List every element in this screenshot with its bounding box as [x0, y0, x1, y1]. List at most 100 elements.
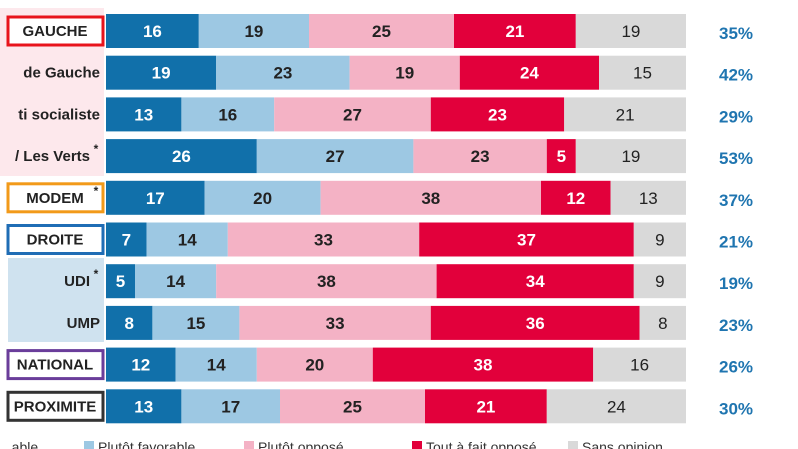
bar-value-label: 17 — [221, 397, 240, 416]
bar-value-label: 38 — [421, 189, 440, 208]
bar-value-label: 24 — [607, 397, 626, 416]
category-box-9 — [6, 390, 105, 422]
bar-value-label: 19 — [621, 147, 640, 166]
bar-segment — [419, 222, 634, 257]
asterisk-mark: * — [94, 267, 99, 281]
category-label: de Gauche — [23, 65, 100, 82]
legend-swatch — [568, 441, 578, 449]
category-label: NATIONAL — [17, 357, 93, 374]
bar-segment — [204, 180, 321, 215]
bar-segment — [459, 55, 599, 90]
legend-label: Tout à fait opposé — [426, 439, 537, 449]
bar-value-label: 16 — [143, 22, 162, 41]
bar-segment — [372, 347, 594, 382]
bar-value-label: 14 — [207, 356, 226, 375]
bar-value-label: 19 — [244, 22, 263, 41]
bar-segment — [320, 180, 541, 215]
legend-label: Sans opinion — [582, 439, 663, 449]
bar-value-label: 21 — [476, 397, 495, 416]
bar-segment — [256, 347, 373, 382]
row-total-percent: 37% — [719, 191, 753, 210]
bar-segment — [454, 14, 576, 48]
asterisk-mark: * — [94, 184, 99, 198]
legend-swatch — [412, 441, 422, 449]
bar-segment — [599, 55, 686, 90]
row-total-percent: 21% — [719, 233, 753, 252]
bar-value-label: 33 — [326, 314, 345, 333]
bar-value-label: 12 — [131, 356, 150, 375]
bar-segment — [546, 139, 576, 174]
bar-value-label: 14 — [178, 231, 197, 250]
bar-value-label: 36 — [526, 314, 545, 333]
row-total-percent: 53% — [719, 149, 753, 168]
bar-segment — [175, 347, 257, 382]
row-total-percent: 23% — [719, 316, 753, 335]
bar-value-label: 19 — [152, 64, 171, 83]
bar-value-label: 38 — [474, 356, 493, 375]
bar-segment — [216, 55, 350, 90]
category-label: ti socialiste — [18, 106, 100, 123]
bar-value-label: 23 — [273, 64, 292, 83]
bar-value-label: 25 — [372, 22, 391, 41]
category-label: MODEM — [26, 190, 84, 207]
bar-value-label: 19 — [395, 64, 414, 83]
category-box-0 — [6, 15, 105, 47]
bar-value-label: 20 — [305, 356, 324, 375]
bar-segment — [198, 14, 309, 48]
bar-value-label: 15 — [633, 64, 652, 83]
bar-value-label: 13 — [639, 189, 658, 208]
bar-segment — [349, 55, 460, 90]
bar-segment — [146, 222, 228, 257]
bar-value-label: 23 — [471, 147, 490, 166]
bar-value-label: 26 — [172, 147, 191, 166]
bar-value-label: 33 — [314, 231, 333, 250]
bar-segment — [425, 389, 547, 424]
bar-segment — [181, 389, 280, 424]
bar-value-label: 9 — [655, 231, 664, 250]
legend-label: Plutôt favorable — [98, 439, 195, 449]
bar-segment — [413, 139, 547, 174]
category-label: / Les Verts — [15, 148, 90, 165]
bar-segment — [106, 264, 135, 299]
chart-rows: GAUCHE 16 19 25 21 19 35% de Gauche 19 23 19 24 15 42… — [6, 14, 753, 424]
bar-segment — [106, 305, 153, 340]
bar-value-label: 27 — [326, 147, 345, 166]
bar-value-label: 5 — [557, 147, 566, 166]
legend-swatch — [84, 441, 94, 449]
bar-value-label: 15 — [186, 314, 205, 333]
row-total-percent: 35% — [719, 24, 753, 43]
bar-segment — [227, 222, 420, 257]
bar-value-label: 21 — [505, 22, 524, 41]
bar-segment — [430, 305, 640, 340]
category-label: DROITE — [27, 232, 84, 249]
bar-value-label: 17 — [146, 189, 165, 208]
row-total-percent: 42% — [719, 66, 753, 85]
bar-segment — [106, 180, 205, 215]
bar-value-label: 20 — [253, 189, 272, 208]
bar-segment — [106, 222, 147, 257]
bar-segment — [633, 264, 686, 299]
row-total-percent: 29% — [719, 107, 753, 126]
bar-segment — [430, 97, 565, 132]
bar-segment — [106, 55, 217, 90]
category-label: GAUCHE — [22, 23, 87, 40]
bar-value-label: 16 — [218, 105, 237, 124]
bar-segment — [541, 180, 611, 215]
bar-segment — [546, 389, 686, 424]
bar-value-label: 21 — [616, 105, 635, 124]
bar-segment — [106, 97, 182, 132]
bar-value-label: 25 — [343, 397, 362, 416]
bar-value-label: 12 — [566, 189, 585, 208]
bar-segment — [280, 389, 425, 424]
bar-value-label: 24 — [520, 64, 539, 83]
legend-label: Plutôt opposé — [258, 439, 344, 449]
bar-segment — [593, 347, 686, 382]
bar-segment — [436, 264, 634, 299]
bar-segment — [633, 222, 686, 257]
legend: ...able Plutôt favorable Plutôt opposé Tout… — [0, 439, 663, 449]
row-total-percent: 30% — [719, 399, 753, 418]
bar-segment — [274, 97, 431, 132]
bar-value-label: 7 — [122, 231, 131, 250]
bar-segment — [256, 139, 414, 174]
bar-segment — [575, 14, 686, 48]
